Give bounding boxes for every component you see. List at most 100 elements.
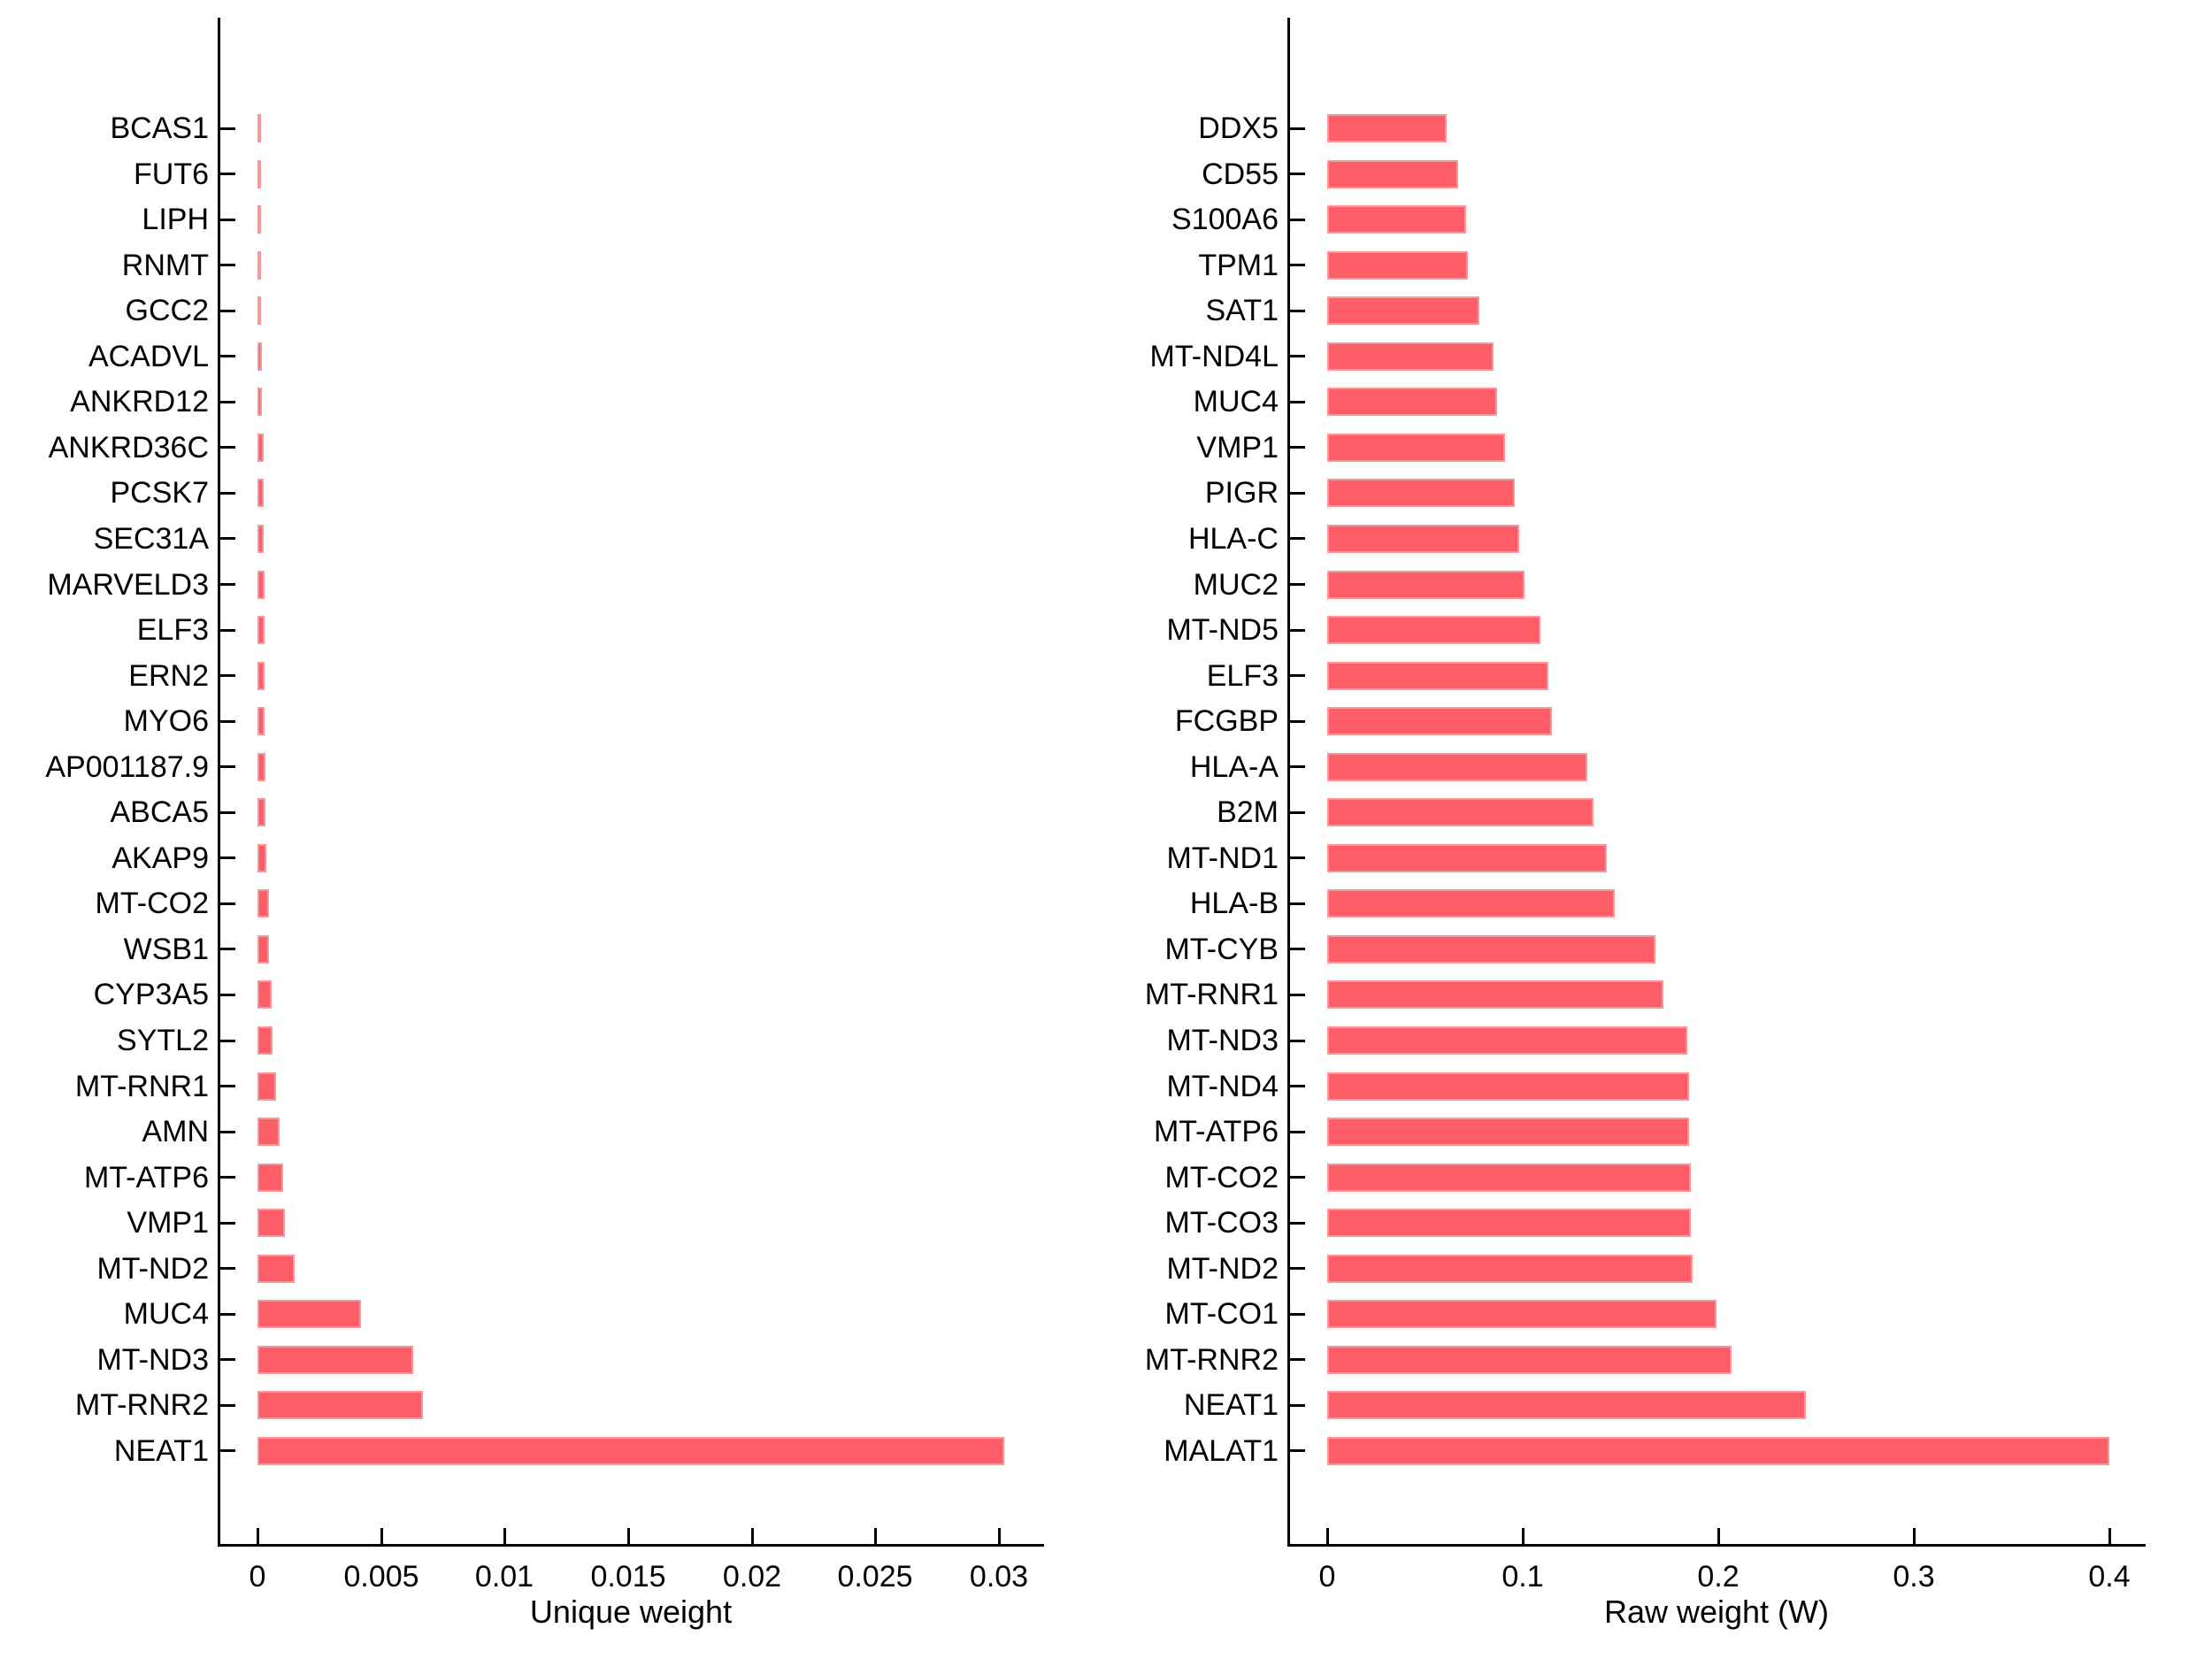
gene-label: ELF3: [1206, 659, 1279, 693]
bar-sat1: [1327, 296, 1479, 325]
y-axis-tick: [219, 674, 235, 677]
y-axis-tick: [1289, 355, 1305, 357]
y-axis-tick: [219, 1267, 235, 1270]
bar-amn: [257, 1118, 280, 1146]
y-axis-tick: [1289, 446, 1305, 449]
y-axis-tick: [1289, 811, 1305, 814]
y-axis-tick: [219, 765, 235, 768]
x-axis-tick: [874, 1528, 877, 1544]
y-axis-tick: [1289, 1222, 1305, 1225]
y-axis-tick: [219, 720, 235, 723]
bar-cyp3a5: [257, 980, 272, 1009]
bar-muc4: [1327, 388, 1497, 416]
y-axis-tick: [219, 994, 235, 996]
gene-label: CD55: [1202, 157, 1279, 191]
bar-mt-nd2: [257, 1255, 295, 1283]
y-axis-tick: [219, 1222, 235, 1225]
bar-mt-nd3: [257, 1346, 413, 1374]
bar-mt-cyb: [1327, 935, 1655, 964]
gene-label: MT-ND4L: [1149, 340, 1279, 373]
y-axis-tick: [1289, 994, 1305, 996]
y-axis-tick: [219, 219, 235, 221]
bar-liph: [257, 205, 261, 234]
x-axis-tick-label: 0: [1318, 1560, 1336, 1594]
gene-label: ANKRD36C: [48, 431, 209, 465]
gene-label: MT-RNR1: [1144, 978, 1279, 1011]
gene-label: MARVELD3: [47, 568, 209, 602]
gene-label: VMP1: [1196, 431, 1279, 465]
x-axis-tick: [1717, 1528, 1720, 1544]
x-axis-tick-label: 0.005: [343, 1560, 419, 1594]
gene-label: MT-CO1: [1164, 1297, 1279, 1331]
gene-label: MALAT1: [1164, 1434, 1279, 1468]
y-axis-tick: [219, 1313, 235, 1316]
bar-b2m: [1327, 798, 1594, 826]
gene-label: TPM1: [1198, 249, 1279, 282]
y-axis-tick: [219, 1131, 235, 1133]
y-axis-tick: [219, 537, 235, 540]
x-axis-tick-label: 0.1: [1502, 1560, 1544, 1594]
x-axis-title: Raw weight (W): [1603, 1594, 1830, 1630]
gene-label: ACADVL: [88, 340, 209, 373]
bar-mt-atp6: [1327, 1118, 1689, 1146]
gene-label: MT-ATP6: [1153, 1115, 1279, 1148]
gene-label: MT-ND3: [1166, 1024, 1279, 1057]
gene-label: HLA-A: [1189, 750, 1279, 784]
y-axis-tick: [1289, 674, 1305, 677]
y-axis-tick: [219, 446, 235, 449]
y-axis-tick: [1289, 902, 1305, 905]
gene-label: MT-CO2: [1164, 1161, 1279, 1194]
bar-wsb1: [257, 935, 269, 964]
gene-label: SAT1: [1205, 294, 1279, 327]
gene-label: MUC4: [123, 1297, 209, 1331]
y-axis-tick: [1289, 765, 1305, 768]
bar-mt-nd5: [1327, 616, 1540, 644]
y-axis-tick: [1289, 537, 1305, 540]
bar-mt-nd4: [1327, 1072, 1689, 1101]
y-axis-tick: [219, 1449, 235, 1452]
gene-label: MYO6: [123, 704, 209, 738]
y-axis-tick: [1289, 173, 1305, 175]
gene-label: ELF3: [136, 613, 209, 647]
bar-vmp1: [1327, 434, 1505, 462]
gene-label: MT-ND1: [1166, 841, 1279, 875]
gene-label: CYP3A5: [93, 978, 209, 1011]
bar-pcsk7: [257, 479, 264, 507]
bar-mt-nd1: [1327, 844, 1607, 872]
y-axis-tick: [219, 492, 235, 495]
gene-label: SEC31A: [93, 522, 209, 556]
x-axis-tick: [380, 1528, 383, 1544]
y-axis-tick: [219, 629, 235, 632]
y-axis-tick: [1289, 1358, 1305, 1361]
x-axis-tick: [257, 1528, 259, 1544]
bar-elf3: [257, 616, 265, 644]
y-axis-tick: [219, 1040, 235, 1042]
gene-label: ABCA5: [110, 795, 210, 829]
bar-elf3: [1327, 662, 1548, 690]
bar-abca5: [257, 798, 265, 826]
bar-acadvl: [257, 342, 262, 371]
bar-malat1: [1327, 1437, 2109, 1465]
x-axis-tick: [503, 1528, 506, 1544]
bar-fut6: [257, 160, 261, 188]
bar-mt-co2: [257, 889, 269, 918]
x-axis-tick-label: 0.3: [1893, 1560, 1935, 1594]
gene-label: BCAS1: [110, 111, 210, 145]
y-axis-tick: [219, 902, 235, 905]
y-axis-tick: [1289, 310, 1305, 312]
bar-mt-co2: [1327, 1164, 1691, 1192]
y-axis-tick: [1289, 948, 1305, 950]
y-axis-tick: [1289, 264, 1305, 266]
y-axis-tick: [1289, 1404, 1305, 1407]
bar-muc2: [1327, 571, 1525, 599]
gene-label: MT-CO3: [1164, 1206, 1279, 1240]
gene-label: PCSK7: [110, 476, 210, 510]
bar-hla-b: [1327, 889, 1615, 918]
gene-label: DDX5: [1198, 111, 1279, 145]
bar-mt-rnr1: [257, 1072, 276, 1101]
y-axis-spine: [218, 18, 220, 1547]
x-axis-tick: [2108, 1528, 2111, 1544]
bar-neat1: [257, 1437, 1004, 1465]
gene-label: NEAT1: [1183, 1388, 1279, 1422]
